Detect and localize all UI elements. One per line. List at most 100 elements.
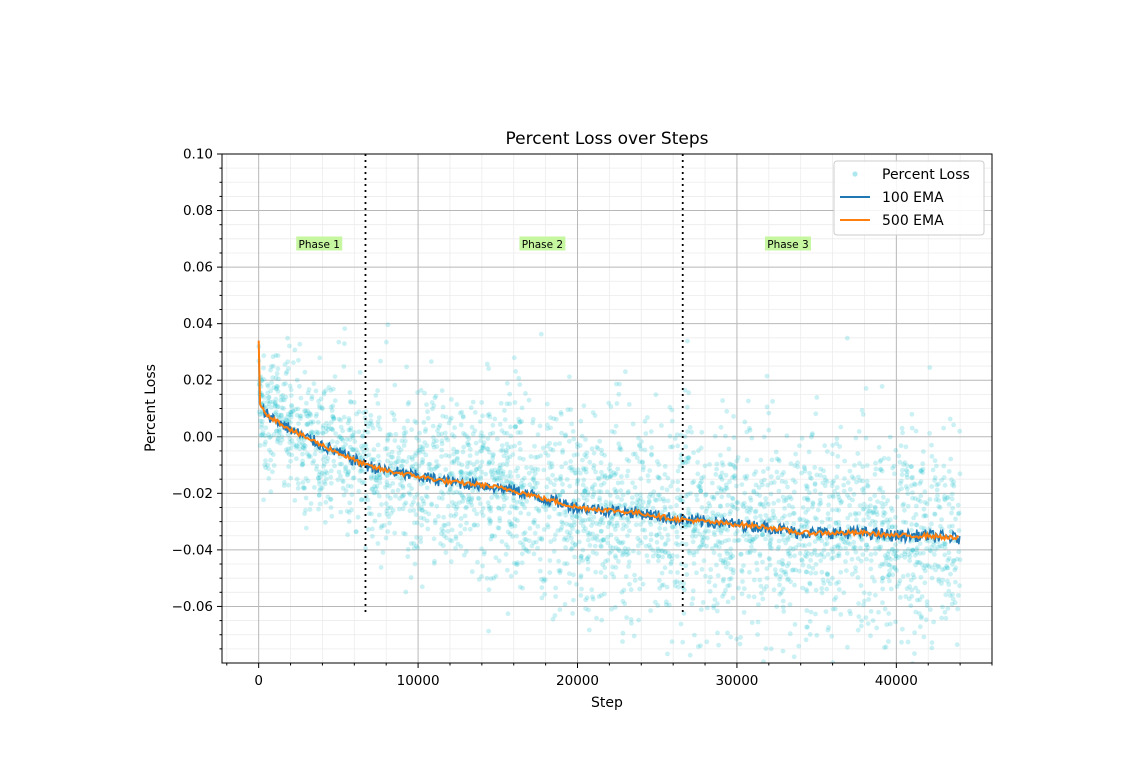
data-point bbox=[266, 447, 272, 453]
data-point bbox=[787, 631, 793, 637]
data-point bbox=[256, 409, 262, 415]
data-point bbox=[457, 490, 463, 496]
data-point bbox=[328, 426, 334, 432]
data-point bbox=[267, 435, 272, 440]
data-point bbox=[638, 446, 644, 452]
data-point bbox=[346, 519, 352, 524]
data-point bbox=[440, 543, 446, 549]
data-point bbox=[404, 364, 409, 370]
data-point bbox=[688, 491, 693, 496]
data-point bbox=[856, 429, 862, 434]
data-point bbox=[455, 455, 460, 461]
data-point bbox=[530, 417, 536, 422]
data-point bbox=[429, 502, 434, 508]
data-point bbox=[421, 480, 427, 486]
data-point bbox=[623, 574, 629, 579]
data-point bbox=[478, 438, 484, 444]
data-point bbox=[728, 509, 733, 514]
data-point bbox=[669, 639, 675, 645]
data-point bbox=[636, 435, 641, 441]
data-point bbox=[270, 399, 276, 405]
data-point bbox=[749, 544, 754, 550]
data-point bbox=[637, 538, 643, 543]
data-point bbox=[919, 614, 924, 619]
data-point bbox=[804, 589, 810, 594]
data-point bbox=[446, 420, 452, 426]
data-point bbox=[447, 486, 453, 492]
data-point bbox=[603, 499, 609, 505]
data-point bbox=[670, 524, 675, 529]
data-point bbox=[821, 580, 827, 586]
data-point bbox=[662, 549, 668, 554]
data-point bbox=[360, 433, 366, 439]
data-point bbox=[956, 510, 962, 516]
data-point bbox=[276, 432, 282, 438]
data-point bbox=[405, 554, 411, 559]
data-point bbox=[558, 410, 564, 415]
data-point bbox=[500, 447, 506, 453]
data-point bbox=[424, 443, 430, 449]
data-point bbox=[923, 513, 929, 519]
data-point bbox=[865, 504, 870, 510]
data-point bbox=[531, 519, 536, 525]
data-point bbox=[368, 474, 374, 480]
data-point bbox=[657, 496, 663, 502]
data-point bbox=[582, 489, 588, 495]
data-point bbox=[432, 558, 437, 564]
data-point bbox=[370, 533, 375, 539]
data-point bbox=[581, 477, 587, 483]
data-point bbox=[488, 469, 494, 475]
data-point bbox=[439, 441, 445, 447]
data-point bbox=[581, 467, 587, 473]
data-point bbox=[300, 445, 306, 450]
data-point bbox=[845, 540, 851, 546]
data-point bbox=[591, 465, 597, 471]
data-point bbox=[443, 414, 449, 420]
data-point bbox=[872, 523, 878, 529]
data-point bbox=[853, 435, 859, 441]
data-point bbox=[444, 535, 449, 541]
data-point bbox=[464, 434, 470, 439]
data-point bbox=[479, 430, 484, 436]
data-point bbox=[767, 541, 773, 546]
data-point bbox=[500, 494, 505, 499]
data-point bbox=[458, 530, 463, 536]
data-point bbox=[617, 540, 622, 546]
data-point bbox=[342, 341, 347, 347]
data-point bbox=[725, 599, 731, 605]
data-point bbox=[713, 472, 719, 477]
data-point bbox=[685, 491, 691, 497]
data-point bbox=[861, 517, 867, 523]
data-point bbox=[349, 492, 355, 498]
data-point bbox=[390, 488, 396, 494]
data-point bbox=[258, 418, 263, 424]
data-point bbox=[744, 457, 750, 463]
data-point bbox=[853, 549, 859, 555]
data-point bbox=[723, 587, 728, 593]
data-point bbox=[302, 446, 307, 452]
data-point bbox=[582, 488, 588, 494]
data-point bbox=[724, 408, 730, 414]
data-point bbox=[704, 639, 710, 645]
data-point bbox=[513, 570, 519, 575]
data-point bbox=[936, 497, 941, 503]
data-point bbox=[305, 413, 311, 419]
data-point bbox=[831, 478, 837, 484]
data-point bbox=[747, 538, 752, 544]
data-point bbox=[656, 558, 661, 564]
data-point bbox=[792, 622, 798, 627]
data-point bbox=[513, 423, 518, 429]
data-point bbox=[326, 385, 332, 390]
data-point bbox=[319, 485, 325, 491]
data-point bbox=[348, 427, 353, 433]
data-point bbox=[732, 464, 737, 470]
data-point bbox=[874, 509, 879, 515]
data-point bbox=[904, 463, 910, 468]
data-point bbox=[755, 619, 761, 625]
data-point bbox=[448, 513, 454, 518]
data-point bbox=[722, 512, 727, 518]
data-point bbox=[937, 505, 943, 510]
data-point bbox=[834, 474, 840, 480]
data-point bbox=[714, 562, 719, 568]
data-point bbox=[377, 475, 383, 481]
